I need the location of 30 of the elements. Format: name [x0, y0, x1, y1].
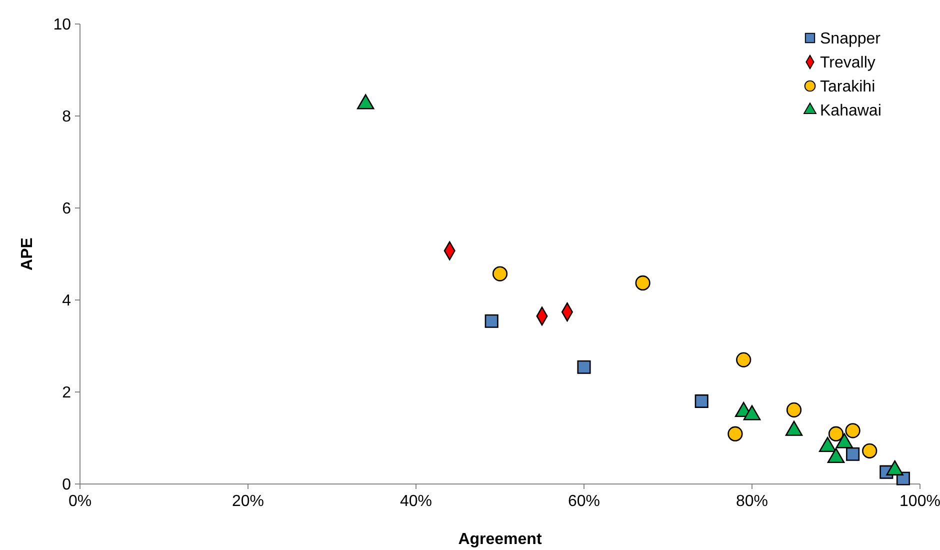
x-axis-title: Agreement	[458, 531, 542, 548]
x-tick-label: 100%	[900, 493, 940, 510]
y-tick-label: 8	[62, 108, 72, 126]
y-tick-label: 2	[62, 384, 72, 402]
legend-label: Trevally	[820, 54, 876, 72]
y-tick-label: 6	[62, 200, 72, 218]
point	[736, 352, 752, 368]
legend-label: Snapper	[820, 30, 882, 48]
x-tick-label: 20%	[232, 493, 264, 510]
y-tick-label: 4	[62, 292, 72, 310]
point	[577, 360, 591, 374]
point	[845, 423, 860, 438]
y-tick-label: 10	[53, 16, 72, 34]
legend-label: Tarakihi	[820, 78, 876, 96]
point	[862, 443, 878, 458]
x-tick-label: 60%	[568, 493, 600, 510]
y-axis-title: APE	[19, 237, 36, 270]
x-tick-label: 0%	[68, 493, 92, 510]
y-tick-label: 0	[62, 476, 72, 494]
point	[484, 314, 498, 328]
point	[846, 447, 860, 461]
point	[786, 402, 802, 418]
x-tick-label: 80%	[736, 493, 768, 510]
point	[694, 394, 708, 408]
point	[635, 275, 650, 291]
legend-label: Kahawai	[820, 102, 882, 120]
x-tick-label: 40%	[400, 493, 432, 510]
point	[492, 266, 508, 282]
point	[828, 426, 844, 442]
point	[728, 426, 743, 442]
